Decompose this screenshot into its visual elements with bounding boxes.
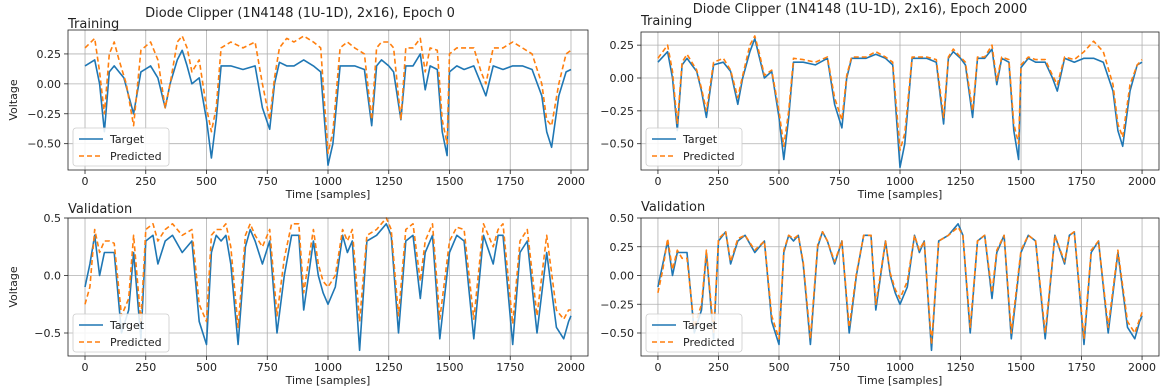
y-tick-label: 0.50 xyxy=(610,212,635,225)
x-tick-label: 750 xyxy=(257,175,278,188)
x-tick-label: 750 xyxy=(829,175,850,188)
x-tick-label: 0 xyxy=(654,175,661,188)
y-tick-label: −0.25 xyxy=(600,298,634,311)
x-tick-label: 1750 xyxy=(1068,175,1096,188)
plot-frame xyxy=(67,29,589,171)
y-tick-label: −0.25 xyxy=(600,105,634,118)
x-tick-label: 750 xyxy=(829,361,850,374)
x-axis-label: Time [samples] xyxy=(857,374,943,387)
x-tick-label: 1500 xyxy=(435,361,463,374)
y-tick-label: 0.00 xyxy=(610,270,635,283)
x-tick-label: 500 xyxy=(196,361,217,374)
suptitle-left: Diode Clipper (1N4148 (1U-1D), 2x16), Ep… xyxy=(145,6,455,21)
x-tick-label: 2000 xyxy=(557,175,585,188)
chart-panel-0: 0 250 500 750 1000 1250 1500 1750 2000 −0.50 −0.25… xyxy=(7,17,589,201)
plot-frame xyxy=(640,217,1160,357)
legend: Target Predicted xyxy=(645,127,743,167)
y-tick-label: 0.25 xyxy=(37,48,62,61)
x-tick-label: 250 xyxy=(708,175,729,188)
chart-panel-2: 0 250 500 750 1000 1250 1500 1750 2000 −0.5 0.0 0.5… xyxy=(7,202,589,387)
y-axis-label: Voltage xyxy=(7,79,20,120)
x-axis-label: Time [samples] xyxy=(285,188,371,201)
series-line-target xyxy=(84,223,572,352)
legend-label-target: Target xyxy=(682,133,718,146)
y-tick-label: −0.50 xyxy=(600,138,634,151)
y-tick-label: 0.5 xyxy=(44,212,62,225)
x-tick-label: 1250 xyxy=(375,175,403,188)
x-tick-label: 2000 xyxy=(557,361,585,374)
legend-label-predicted: Predicted xyxy=(683,336,735,349)
chart-panel-1: 0 250 500 750 1000 1250 1500 1750 2000 −0.50 −0.25… xyxy=(600,14,1160,201)
x-tick-label: 500 xyxy=(196,175,217,188)
chart-title: Training xyxy=(640,14,692,29)
x-tick-label: 1000 xyxy=(886,361,914,374)
series-line-predicted xyxy=(657,35,1143,152)
x-tick-label: 1750 xyxy=(1068,361,1096,374)
x-tick-label: 1000 xyxy=(314,361,342,374)
y-tick-label: 0.00 xyxy=(37,78,62,91)
legend: Target Predicted xyxy=(72,127,170,167)
series-line-predicted xyxy=(84,35,572,154)
y-tick-label: −0.5 xyxy=(34,327,61,340)
legend-label-predicted: Predicted xyxy=(110,150,162,163)
legend-label-predicted: Predicted xyxy=(110,336,162,349)
x-tick-label: 1000 xyxy=(314,175,342,188)
x-tick-label: 1250 xyxy=(947,175,975,188)
x-tick-label: 1500 xyxy=(1007,361,1035,374)
x-tick-label: 250 xyxy=(135,361,156,374)
x-tick-label: 500 xyxy=(768,175,789,188)
legend-label-target: Target xyxy=(109,319,145,332)
y-axis-label: Voltage xyxy=(7,266,20,307)
x-tick-label: 1250 xyxy=(947,361,975,374)
y-tick-label: 0.0 xyxy=(44,270,62,283)
x-tick-label: 250 xyxy=(135,175,156,188)
chart-title: Validation xyxy=(641,200,705,215)
series-line-predicted xyxy=(657,226,1143,346)
legend-label-target: Target xyxy=(682,319,718,332)
x-tick-label: 2000 xyxy=(1128,361,1156,374)
x-tick-label: 250 xyxy=(708,361,729,374)
chart-title: Training xyxy=(67,17,119,32)
series-line-target xyxy=(84,49,572,166)
x-tick-label: 1250 xyxy=(375,361,403,374)
legend-label-predicted: Predicted xyxy=(683,150,735,163)
x-tick-label: 750 xyxy=(257,361,278,374)
x-axis-label: Time [samples] xyxy=(857,188,943,201)
x-tick-label: 1000 xyxy=(886,175,914,188)
plot-frame xyxy=(67,217,589,357)
y-tick-label: −0.50 xyxy=(600,327,634,340)
x-tick-label: 0 xyxy=(654,361,661,374)
chart-panel-3: 0 250 500 750 1000 1250 1500 1750 2000 −0.50 −0.25… xyxy=(600,200,1160,387)
x-axis-label: Time [samples] xyxy=(285,374,371,387)
x-tick-label: 500 xyxy=(768,361,789,374)
y-tick-label: −0.50 xyxy=(27,138,61,151)
series-line-target xyxy=(657,37,1143,169)
suptitle-right: Diode Clipper (1N4148 (1U-1D), 2x16), Ep… xyxy=(693,2,1028,17)
x-tick-label: 0 xyxy=(82,175,89,188)
y-tick-label: 0.25 xyxy=(610,241,635,254)
y-tick-label: −0.25 xyxy=(27,108,61,121)
plot-frame xyxy=(640,31,1160,171)
x-tick-label: 2000 xyxy=(1128,175,1156,188)
x-tick-label: 0 xyxy=(82,361,89,374)
series-line-predicted xyxy=(84,217,571,329)
x-tick-label: 1750 xyxy=(496,361,524,374)
legend-label-target: Target xyxy=(109,133,145,146)
y-tick-label: 0.00 xyxy=(610,72,635,85)
legend: Target Predicted xyxy=(645,313,743,353)
chart-title: Validation xyxy=(68,202,132,217)
x-tick-label: 1500 xyxy=(435,175,463,188)
x-tick-label: 1750 xyxy=(496,175,524,188)
legend: Target Predicted xyxy=(72,313,170,353)
y-tick-label: 0.25 xyxy=(610,39,635,52)
x-tick-label: 1500 xyxy=(1007,175,1035,188)
